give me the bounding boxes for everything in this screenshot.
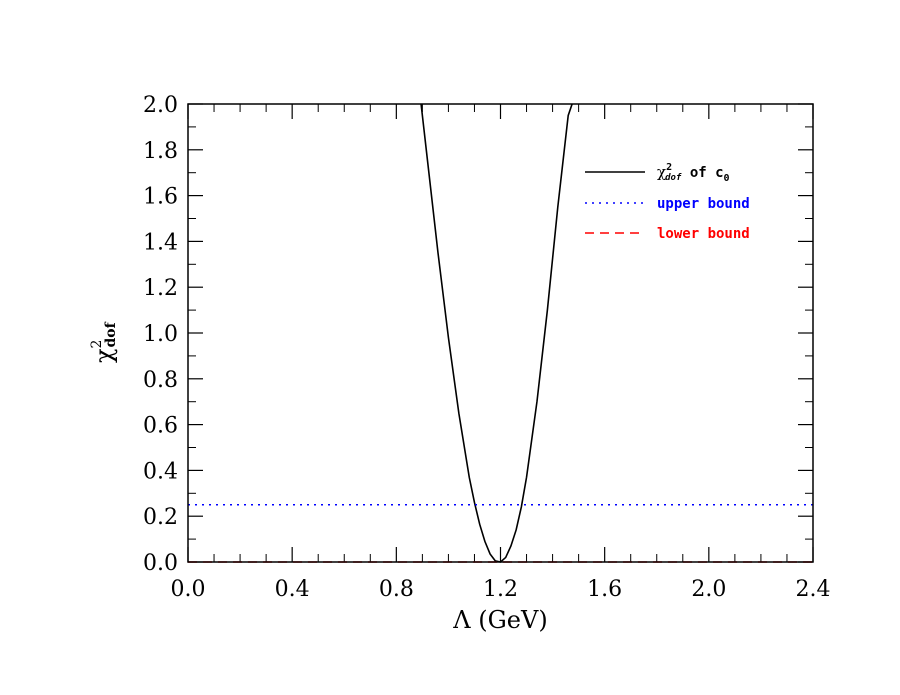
y-tick-label: 0.8 [143, 368, 178, 393]
y-tick-label: 0.4 [143, 459, 178, 484]
x-tick-label: 0.4 [275, 577, 310, 602]
x-tick-label: 0.8 [379, 577, 414, 602]
x-tick-label: 0.0 [171, 577, 206, 602]
axis-ticks [187, 103, 814, 563]
y-axis-title: χ2dof [89, 321, 119, 363]
y-axis-title-sub: dof [103, 321, 119, 347]
legend-chi-sub: dof [665, 173, 682, 183]
y-tick-label: 0.0 [143, 551, 178, 576]
x-axis-title: Λ (GeV) [452, 606, 547, 634]
legend-chi-idx: 0 [724, 173, 730, 184]
x-tick-label: 2.0 [691, 577, 726, 602]
legend: χ2 dof of c0 upper bound lower bound [585, 162, 750, 242]
y-tick-label: 0.6 [143, 414, 178, 439]
legend-label-lower: lower bound [657, 226, 750, 242]
legend-label-upper: upper bound [657, 196, 750, 212]
y-tick-label: 1.0 [143, 322, 178, 347]
series-line-0 [420, 103, 573, 563]
x-tick-label: 2.4 [796, 577, 831, 602]
y-tick-label: 1.8 [143, 139, 178, 164]
y-tick-label: 1.4 [143, 230, 178, 255]
y-tick-label: 0.2 [143, 505, 178, 530]
legend-chi-sup: 2 [666, 162, 672, 173]
legend-chi-symbol: χ [657, 163, 666, 181]
y-tick-label: 1.2 [143, 276, 178, 301]
legend-label-chi2: χ2 dof of c0 [657, 162, 730, 184]
y-axis-title-base: χ [90, 348, 118, 363]
legend-chi-mid: of c [681, 165, 723, 181]
plot-frame [187, 103, 814, 563]
y-axis-title-sup: 2 [89, 340, 105, 349]
tick-labels: 0.0 0.4 0.8 1.2 1.6 2.0 2.4 0.0 0.2 0.4 0.6 0.8 1.0 1… [143, 93, 831, 602]
y-tick-label: 2.0 [143, 93, 178, 118]
y-tick-label: 1.6 [143, 185, 178, 210]
x-tick-label: 1.2 [483, 577, 518, 602]
x-tick-label: 1.6 [587, 577, 622, 602]
